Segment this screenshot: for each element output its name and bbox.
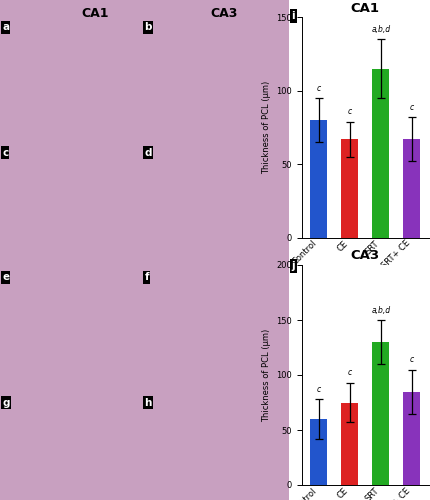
Title: CA1: CA1 — [350, 2, 379, 15]
Text: j: j — [291, 261, 294, 271]
Text: e: e — [2, 272, 9, 282]
Bar — [341, 402, 357, 485]
Text: c: c — [2, 148, 9, 158]
Bar — [372, 342, 388, 485]
Bar — [310, 419, 326, 485]
Text: c: c — [347, 107, 351, 116]
Text: a: a — [2, 22, 9, 32]
Bar — [372, 69, 388, 237]
Text: d: d — [144, 148, 151, 158]
X-axis label: Groups: Groups — [345, 276, 384, 286]
Text: c: c — [347, 368, 351, 377]
Bar — [402, 392, 419, 485]
Text: a,b,d: a,b,d — [370, 306, 390, 314]
Bar — [402, 139, 419, 237]
Text: CA3: CA3 — [210, 7, 237, 20]
Text: c: c — [316, 384, 320, 394]
Text: h: h — [144, 398, 151, 407]
Text: c: c — [316, 84, 320, 92]
Text: CA1: CA1 — [81, 7, 108, 20]
Text: i: i — [291, 11, 294, 21]
Text: a,b,d: a,b,d — [370, 25, 390, 34]
Bar — [341, 139, 357, 237]
Text: g: g — [2, 398, 9, 407]
Bar — [310, 120, 326, 238]
Y-axis label: Thickness of PCL (μm): Thickness of PCL (μm) — [261, 81, 270, 174]
Y-axis label: Thickness of PCL (μm): Thickness of PCL (μm) — [261, 328, 270, 422]
Text: c: c — [408, 355, 413, 364]
Text: f: f — [144, 272, 149, 282]
Text: b: b — [144, 22, 151, 32]
Title: CA3: CA3 — [350, 250, 379, 262]
Text: c: c — [408, 102, 413, 112]
